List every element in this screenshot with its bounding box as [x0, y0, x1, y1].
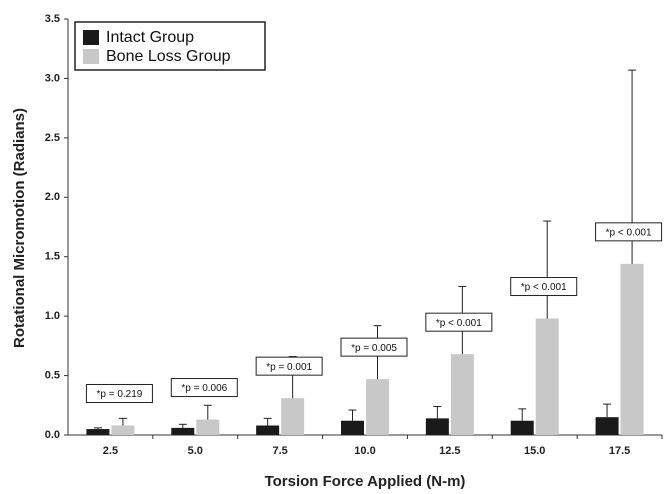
x-tick-label: 15.0 — [524, 445, 545, 457]
annotation-box — [340, 337, 408, 357]
bar — [341, 420, 364, 435]
bar — [595, 417, 619, 435]
bar — [425, 418, 449, 435]
legend-text: Intact Group — [106, 29, 194, 46]
annotation-text: *p < 0.001 — [436, 318, 482, 329]
bar — [450, 354, 474, 435]
bar — [256, 425, 280, 435]
bar — [111, 425, 135, 435]
bar — [281, 398, 305, 435]
legend-swatch — [83, 30, 99, 45]
y-tick-label: 3.0 — [45, 72, 60, 84]
bar — [620, 263, 644, 435]
y-axis-title: Rotational Micromotion (Radians) — [11, 108, 28, 348]
annotation: *p = 0.219 — [85, 383, 153, 403]
annotation-box — [170, 378, 238, 398]
x-tick-label: 12.5 — [439, 445, 460, 457]
annotation: *p = 0.005 — [340, 337, 408, 357]
annotation: *p < 0.001 — [595, 222, 663, 242]
x-tick-label: 10.0 — [354, 445, 375, 457]
legend-text: Bone Loss Group — [106, 48, 231, 65]
annotation: *p < 0.001 — [425, 312, 493, 332]
annotation-box — [595, 222, 663, 242]
bar — [510, 420, 534, 435]
annotation-box — [510, 277, 578, 297]
annotation-text: *p = 0.219 — [96, 389, 142, 400]
x-tick-label: 7.5 — [272, 445, 287, 457]
annotation: *p = 0.001 — [255, 356, 323, 376]
annotation-text: *p = 0.005 — [351, 343, 397, 354]
x-tick-label: 2.5 — [103, 445, 118, 457]
y-tick-label: 3.5 — [45, 13, 60, 25]
annotation: *p < 0.001 — [510, 277, 578, 297]
bar — [86, 429, 110, 435]
bar — [196, 419, 220, 435]
y-tick-label: 2.0 — [45, 191, 60, 203]
annotation-text: *p < 0.001 — [521, 282, 567, 293]
x-tick-label: 17.5 — [609, 445, 630, 457]
y-tick-label: 1.5 — [45, 251, 60, 263]
y-tick-label: 0.5 — [45, 369, 60, 381]
annotation-text: *p = 0.006 — [181, 383, 227, 394]
x-tick-label: 5.0 — [188, 445, 203, 457]
y-tick-label: 0.0 — [45, 429, 60, 441]
annotation-text: *p = 0.001 — [266, 362, 312, 373]
legend-swatch — [83, 49, 99, 64]
legend-box — [74, 21, 266, 71]
annotation-box — [425, 312, 493, 332]
bar — [535, 318, 559, 435]
bar — [366, 379, 389, 435]
annotation-text: *p < 0.001 — [606, 227, 652, 238]
annotation: *p = 0.006 — [170, 378, 238, 398]
y-tick-label: 1.0 — [45, 310, 60, 322]
annotation-box — [255, 356, 323, 376]
bar — [171, 427, 195, 435]
y-tick-label: 2.5 — [45, 132, 60, 144]
annotation-box — [85, 383, 153, 403]
x-axis-title: Torsion Force Applied (N-m) — [265, 473, 466, 490]
